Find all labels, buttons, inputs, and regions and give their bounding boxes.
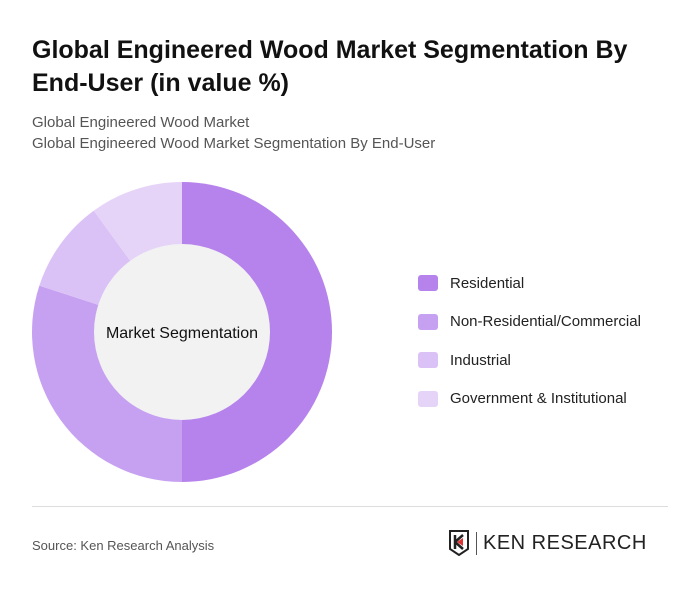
legend-label: Industrial xyxy=(450,351,511,369)
legend-label: Residential xyxy=(450,274,525,292)
legend-item: Government & Institutional xyxy=(418,380,641,419)
legend-item: Industrial xyxy=(418,341,641,380)
donut-center xyxy=(94,244,270,420)
legend-swatch xyxy=(418,313,438,330)
legend-label: Non-Residential/Commercial xyxy=(450,313,641,331)
logo-text: KEN RESEARCH xyxy=(476,531,647,555)
legend-swatch xyxy=(418,352,438,369)
logo-shield-icon xyxy=(449,530,469,556)
legend-swatch xyxy=(418,275,438,292)
divider xyxy=(32,506,668,507)
subtitle-market: Global Engineered Wood Market xyxy=(32,114,250,131)
legend-item: Non-Residential/Commercial xyxy=(418,303,641,342)
legend-item: Residential xyxy=(418,264,641,303)
center-label: Market Segmentation xyxy=(106,325,258,342)
legend-swatch xyxy=(418,390,438,407)
source-note: Source: Ken Research Analysis xyxy=(32,538,215,553)
ken-research-logo: KEN RESEARCH xyxy=(448,530,647,556)
legend-label: Government & Institutional xyxy=(450,390,627,408)
subtitle-segmentation: Global Engineered Wood Market Segmentati… xyxy=(32,135,436,152)
chart-title: Global Engineered Wood Market Segmentati… xyxy=(32,36,628,97)
legend: Residential Non-Residential/Commercial Ind… xyxy=(418,264,641,418)
